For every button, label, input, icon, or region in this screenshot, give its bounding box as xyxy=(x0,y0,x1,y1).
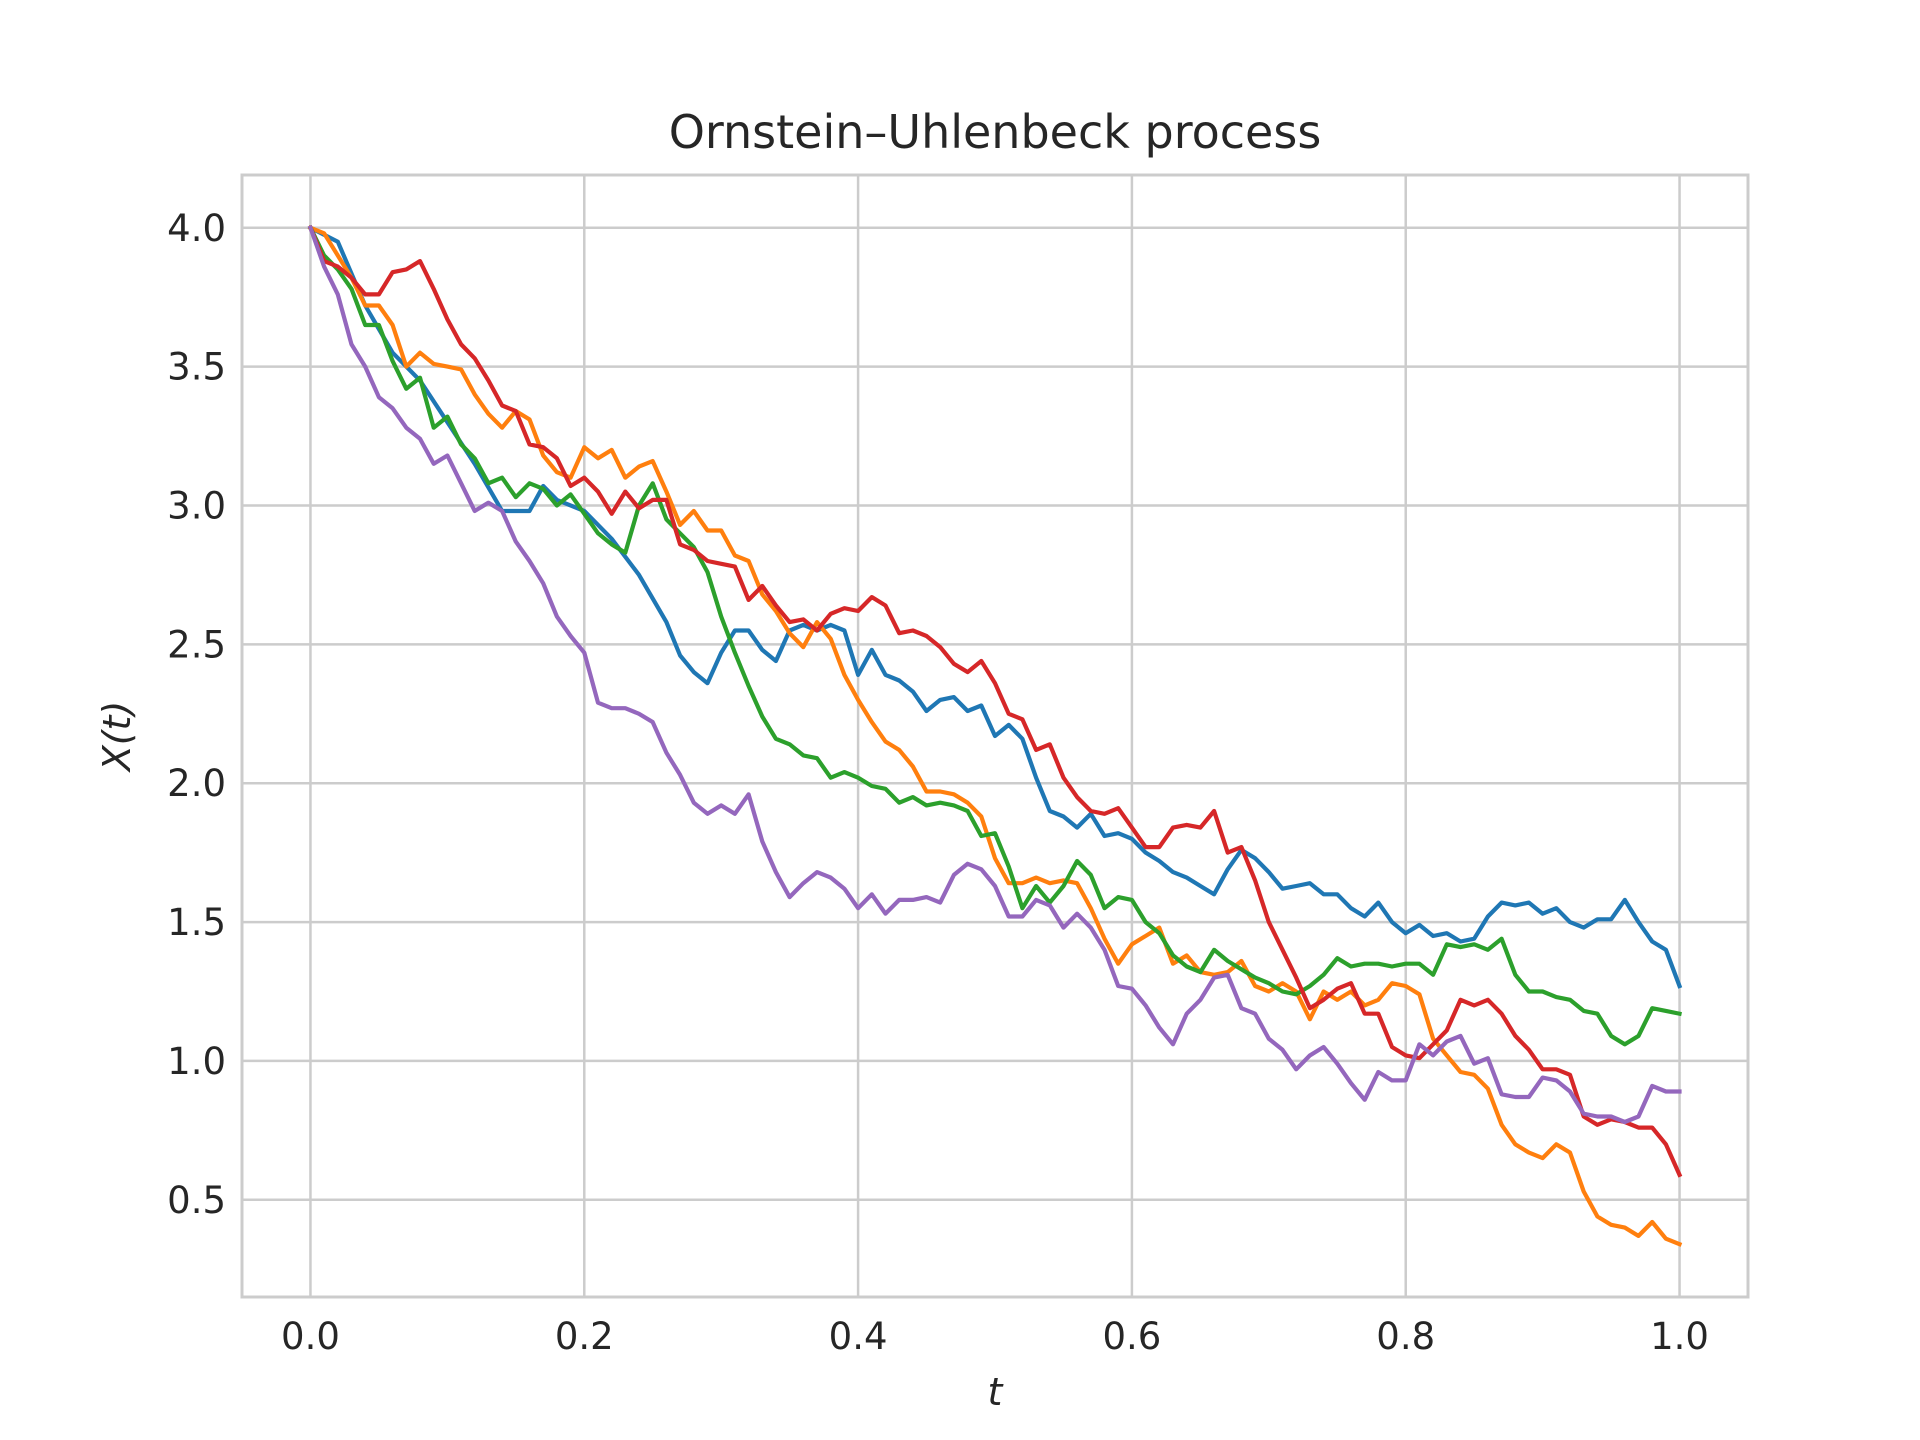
plot-frame xyxy=(240,173,1750,1299)
y-tick-label: 1.0 xyxy=(167,1040,226,1083)
y-tick-label: 2.0 xyxy=(167,762,226,805)
series-line-2 xyxy=(307,225,1683,1247)
x-tick-label: 0.6 xyxy=(1102,1315,1161,1358)
series-line-1 xyxy=(307,224,1683,989)
y-tick-label: 3.5 xyxy=(167,346,226,389)
series-line-4 xyxy=(307,225,1683,1178)
x-tick-label: 1.0 xyxy=(1650,1315,1709,1358)
y-tick-label: 4.0 xyxy=(167,207,226,250)
x-tick-label: 0.2 xyxy=(555,1315,614,1358)
series-line-5 xyxy=(307,225,1682,1125)
y-tick-label: 1.5 xyxy=(167,901,226,944)
series-line-3 xyxy=(307,224,1682,1047)
x-tick-labels: 0.0 0.2 0.4 0.6 0.8 1.0 xyxy=(281,1315,1709,1358)
y-tick-label: 0.5 xyxy=(167,1179,226,1222)
y-tick-label: 2.5 xyxy=(167,623,226,666)
x-tick-label: 0.0 xyxy=(281,1315,340,1358)
y-axis-label: X(t) xyxy=(95,701,139,774)
chart-title: Ornstein–Uhlenbeck process xyxy=(669,105,1322,159)
x-tick-label: 0.4 xyxy=(829,1315,888,1358)
x-axis-label: t xyxy=(988,1370,1005,1414)
x-tick-label: 0.8 xyxy=(1376,1315,1435,1358)
series-lines xyxy=(307,224,1683,1247)
y-tick-labels: 0.5 1.0 1.5 2.0 2.5 3.0 3.5 4.0 xyxy=(167,207,226,1222)
y-tick-label: 3.0 xyxy=(167,484,226,527)
